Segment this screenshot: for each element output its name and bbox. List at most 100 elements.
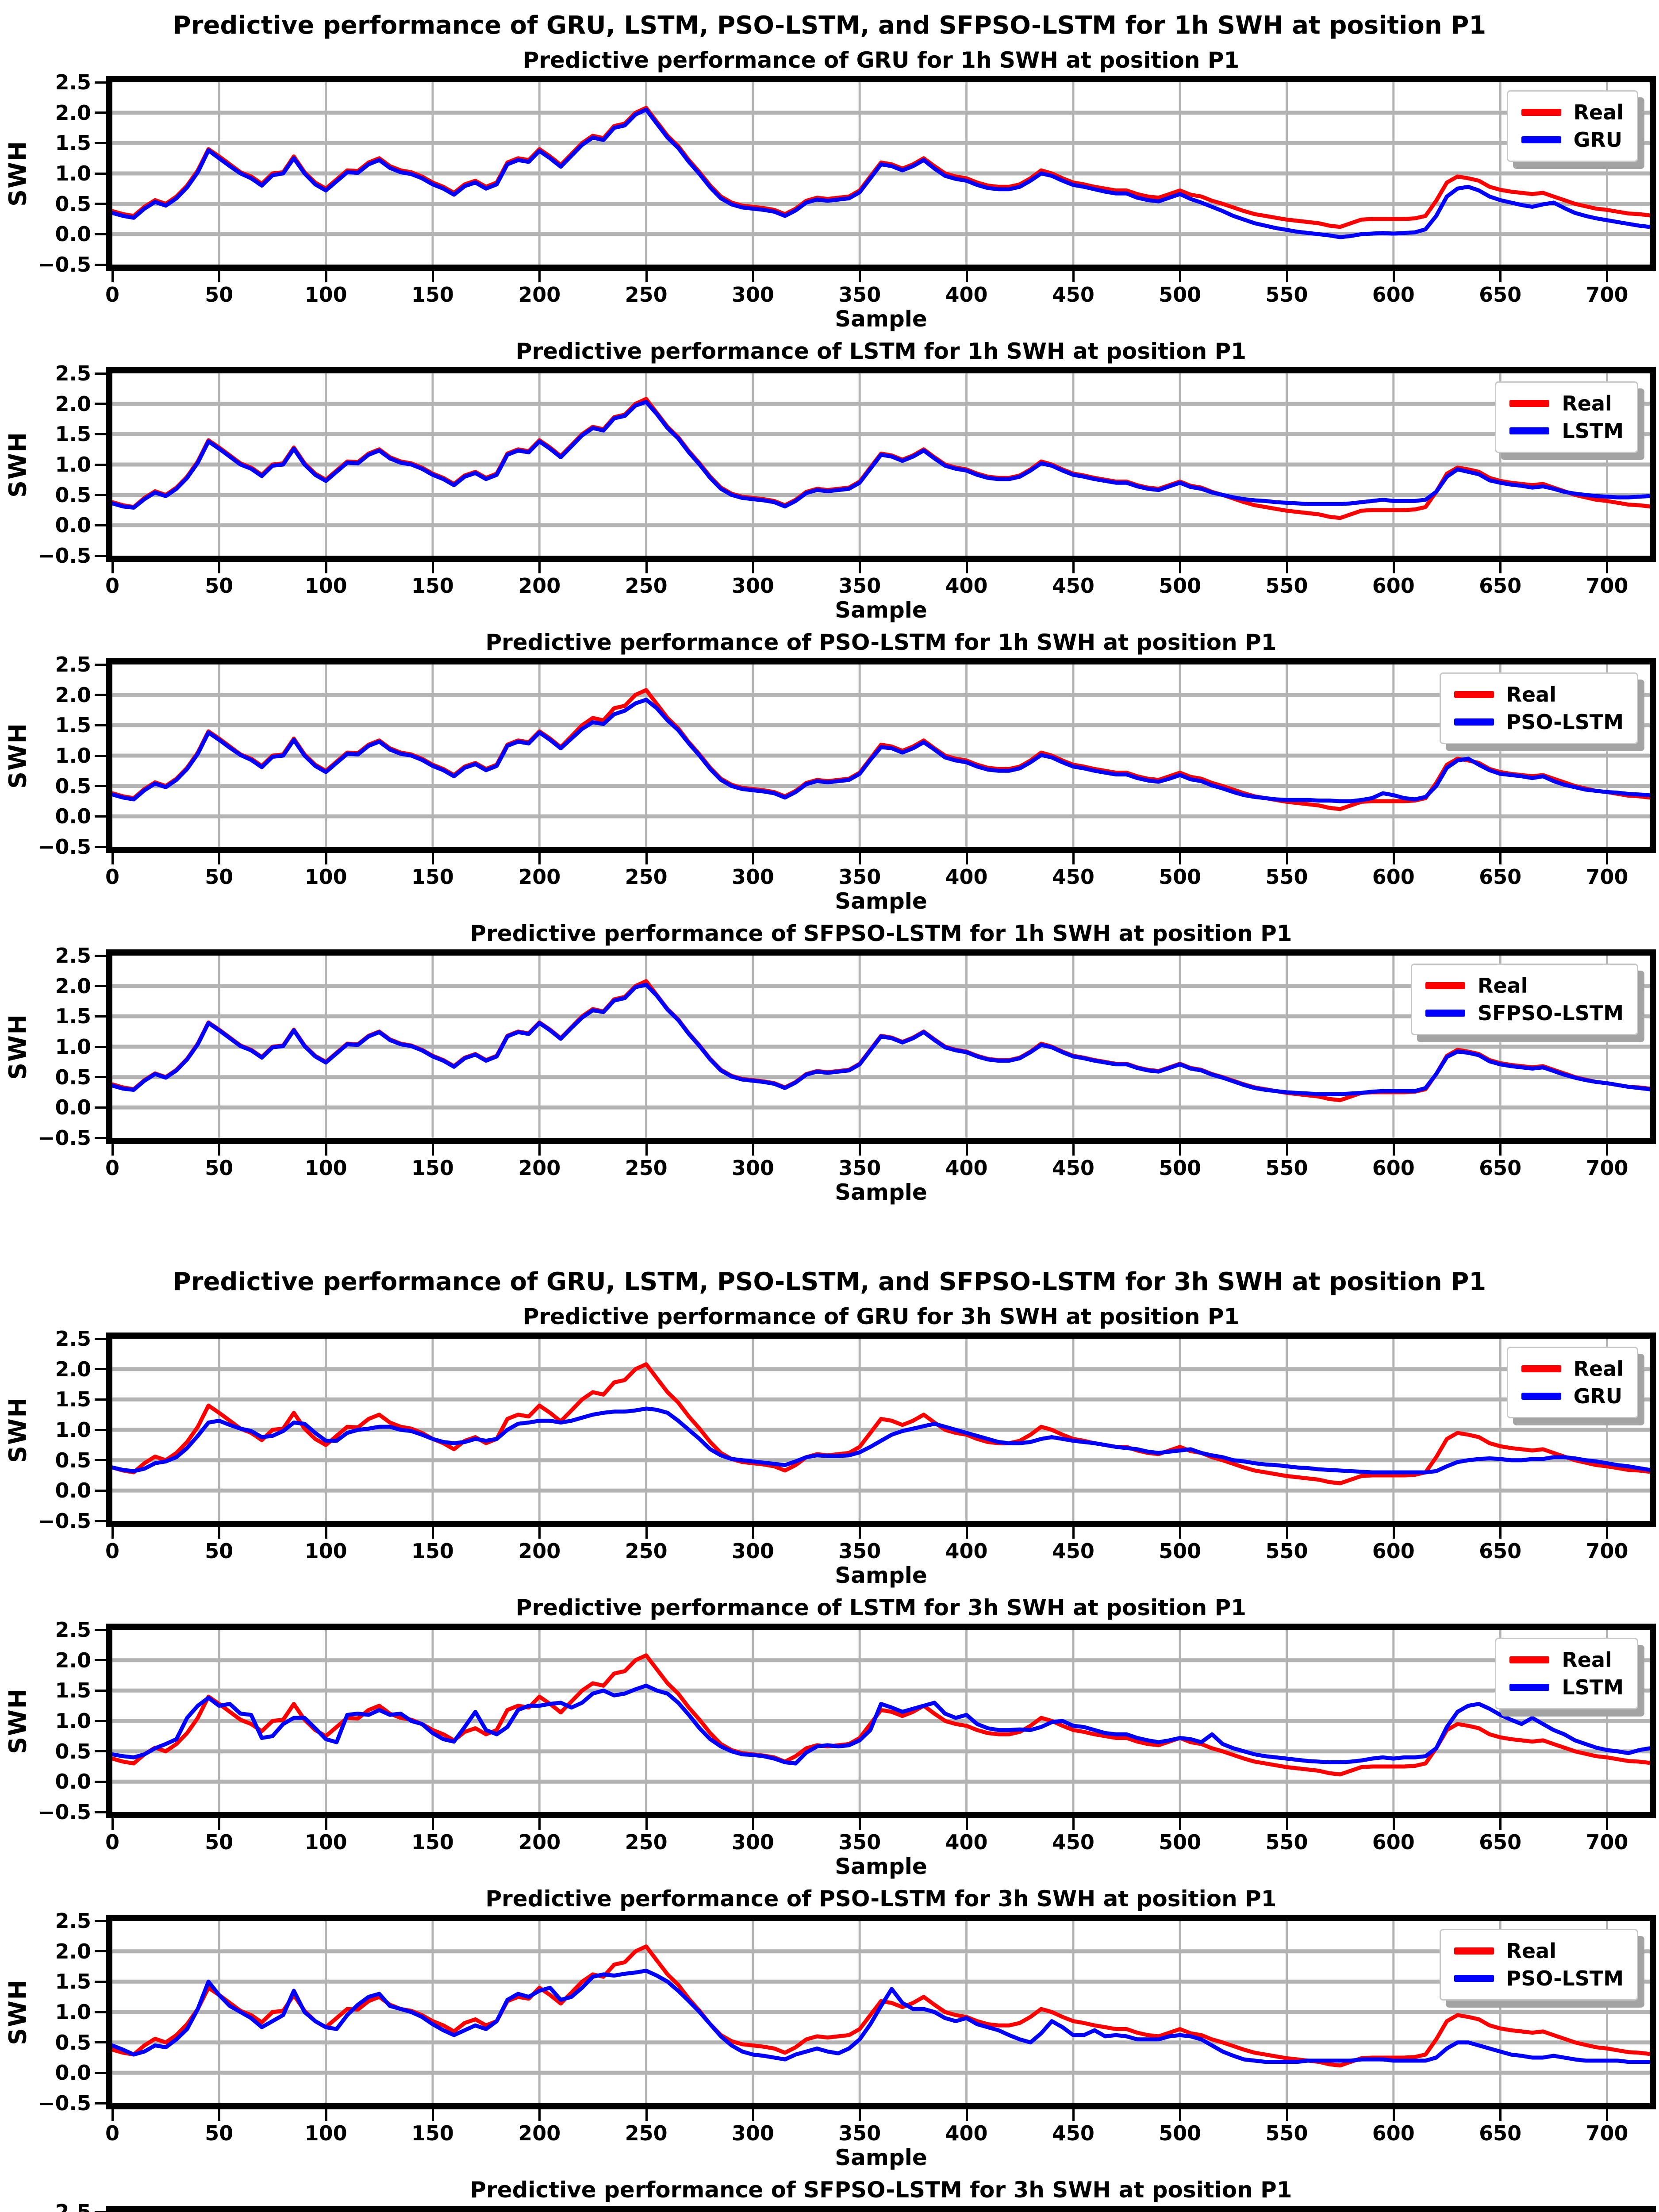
model-line-swatch [1521,1393,1561,1400]
x-tick-mark [1286,2109,1288,2121]
y-axis-label: SWH [0,1333,35,1527]
y-tick-mark [95,954,106,957]
x-tick-label: 200 [518,1539,561,1563]
y-tick-mark [95,1337,106,1340]
x-tick-mark [1179,853,1182,864]
plot-row: SWH 2.5 2.0 1.5 1.0 0.5 0.0 −0.5 Real LSTM [0,1618,1659,1824]
x-tick-mark [1179,2109,1182,2121]
real-line-swatch [1521,109,1561,116]
x-tick-mark [431,1527,434,1539]
real-line-swatch [1509,400,1550,407]
chart-pso-lstm-3h: Predictive performance of PSO-LSTM for 3… [0,1886,1659,2170]
x-tick-label: 250 [625,283,668,307]
x-tick-label: 400 [945,1539,988,1563]
x-tick-mark [1499,562,1502,573]
y-tick-label: −0.5 [38,2091,92,2115]
y-tick-mark [95,1920,106,1922]
y-axis-ticks: 2.5 2.0 1.5 1.0 0.5 0.0 −0.5 [35,1909,106,2115]
x-tick-mark [965,853,968,864]
y-axis-label-text: SWH [4,1979,32,2045]
legend: Real SFPSO-LSTM [1410,964,1638,1035]
x-tick-label: 450 [1052,1830,1094,1854]
x-tick-label: 650 [1479,2121,1522,2145]
model-line-swatch [1425,1010,1465,1017]
x-tick-mark [1392,2109,1395,2121]
x-axis-ticks: 0 50 100 150 200 250 300 350 400 450 500 550 600 650 7… [105,1527,1650,1563]
x-tick-mark [965,2109,968,2121]
legend: Real GRU [1506,1347,1638,1418]
x-tick-label: 450 [1052,283,1094,307]
x-tick-mark [431,562,434,573]
y-tick-label: 2.5 [55,1327,92,1351]
x-tick-mark [1606,2109,1609,2121]
x-tick-label: 600 [1372,283,1415,307]
y-tick-mark [95,2102,106,2104]
y-tick-mark [95,263,106,266]
plot-row: SWH 2.5 2.0 1.5 1.0 0.5 0.0 −0.5 Real PSO-LSTM [0,1909,1659,2115]
x-tick-mark [752,1144,754,1156]
y-tick-mark [95,111,106,114]
x-tick-label: 700 [1586,1156,1628,1180]
x-tick-label: 600 [1372,1156,1415,1180]
y-tick-mark [95,172,106,175]
x-tick-mark [325,853,327,864]
x-tick-label: 0 [105,283,120,307]
x-tick-label: 650 [1479,1830,1522,1854]
model-line-swatch [1521,136,1561,143]
x-tick-mark [1179,1527,1182,1539]
x-tick-label: 300 [731,283,774,307]
x-tick-mark [325,271,327,282]
y-tick-label: 2.0 [55,1939,92,1963]
x-axis-label: Sample [835,1179,927,1205]
x-tick-label: 200 [518,283,561,307]
x-tick-mark [1179,562,1182,573]
y-tick-mark [95,1750,106,1753]
y-axis-ticks: 2.5 2.0 1.5 1.0 0.5 0.0 −0.5 [35,944,106,1149]
x-tick-mark [218,853,221,864]
x-tick-mark [1499,2109,1502,2121]
y-tick-mark [95,1720,106,1722]
x-tick-label: 300 [731,1539,774,1563]
y-tick-label: 0.5 [55,192,92,216]
x-tick-label: 300 [731,865,774,889]
legend-item-real: Real [1454,1940,1624,1962]
x-tick-mark [1499,853,1502,864]
legend: Real LSTM [1495,1638,1638,1709]
x-tick-mark [431,2109,434,2121]
x-tick-label: 150 [411,1830,454,1854]
y-axis-label-text: SWH [4,722,32,789]
y-axis-label: SWH [0,76,35,271]
y-tick-mark [95,81,106,84]
y-tick-label: 0.0 [55,1770,92,1794]
x-tick-label: 50 [205,1830,234,1854]
y-tick-label: 2.5 [55,1909,92,1933]
y-tick-label: −0.5 [38,1509,92,1533]
x-tick-label: 0 [105,1830,120,1854]
x-tick-label: 200 [518,2121,561,2145]
x-tick-label: 550 [1265,1156,1308,1180]
x-tick-label: 0 [105,1156,120,1180]
y-tick-mark [95,1520,106,1522]
y-tick-label: 1.0 [55,1709,92,1733]
plot-area: Real GRU [106,1333,1656,1527]
x-tick-mark [1286,562,1288,573]
x-axis-ticks: 0 50 100 150 200 250 300 350 400 450 500 550 600 650 7… [105,1818,1650,1855]
plot-area: Real LSTM [106,367,1656,562]
y-tick-label: 1.5 [55,1678,92,1703]
x-tick-label: 400 [945,283,988,307]
y-tick-mark [95,1950,106,1953]
plot-row: SWH 2.52.01.51.00.50.0−0.5 Real SFPSO-LS… [0,2200,1659,2212]
x-tick-mark [1072,1527,1075,1539]
x-tick-mark [752,1818,754,1830]
x-tick-label: 100 [304,1830,347,1854]
x-tick-mark [111,1818,114,1830]
x-tick-mark [538,1818,541,1830]
y-tick-mark [95,1459,106,1462]
y-tick-mark [95,2011,106,2013]
x-axis-ticks: 0 50 100 150 200 250 300 350 400 450 500 550 600 650 7… [105,562,1650,598]
legend-item-model: PSO-LSTM [1454,1967,1624,1989]
legend-item-model: LSTM [1509,1676,1624,1698]
y-tick-mark [95,1076,106,1079]
x-tick-label: 550 [1265,283,1308,307]
y-tick-mark [95,554,106,557]
